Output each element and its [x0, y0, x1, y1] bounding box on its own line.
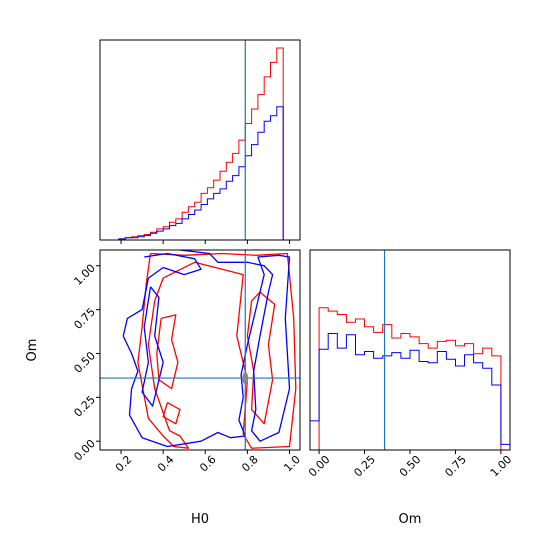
contour-xtick-label-2: 0.6	[197, 453, 219, 475]
h0-histogram	[100, 47, 290, 240]
contour-ytick-label-3: 0.75	[71, 305, 98, 332]
h0-histogram-series-1	[100, 106, 290, 240]
contour-series-0-level-2	[156, 314, 179, 390]
om-histogram-series-0	[310, 307, 510, 450]
om-histogram-xtick-label-3: 0.75	[442, 453, 469, 480]
contour-truth-marker	[242, 372, 249, 385]
om-histogram-xtick-label-1: 0.25	[351, 453, 378, 480]
contour-xtick-label-1: 0.4	[155, 453, 177, 475]
om-histogram-xlabel: Om	[399, 512, 422, 527]
contour-series-0-level-0	[137, 252, 297, 449]
om-histogram-xtick-label-4: 1.00	[488, 453, 515, 480]
om-histogram-xtick-label-0: 0.00	[306, 453, 333, 480]
contour-panel	[122, 250, 297, 449]
contour-series-0-level-3	[162, 402, 181, 425]
contour-series-1-level-0	[122, 250, 291, 448]
contour-xtick-label-0: 0.2	[113, 453, 135, 475]
contour-ytick-label-0: 0.00	[71, 437, 98, 464]
om-histogram	[310, 307, 510, 450]
contour-ytick-label-4: 1.00	[71, 262, 98, 289]
contour-series-1-level-1	[141, 286, 164, 407]
contour-ytick-label-1: 0.25	[71, 393, 98, 420]
h0-histogram-frame	[99, 39, 301, 241]
contour-series-0-level-1	[246, 291, 276, 425]
contour-xtick-label-4: 1.0	[281, 453, 303, 475]
h0-histogram-series-0	[100, 47, 290, 240]
om-histogram-xtick-label-2: 0.50	[397, 453, 424, 480]
om-histogram-series-1	[310, 333, 510, 450]
contour-ytick-label-2: 0.50	[71, 349, 98, 376]
contour-xtick-label-3: 0.8	[239, 453, 261, 475]
contour-ylabel: Om	[25, 339, 40, 362]
contour-frame	[99, 249, 301, 451]
contour-xlabel: H0	[191, 512, 209, 527]
